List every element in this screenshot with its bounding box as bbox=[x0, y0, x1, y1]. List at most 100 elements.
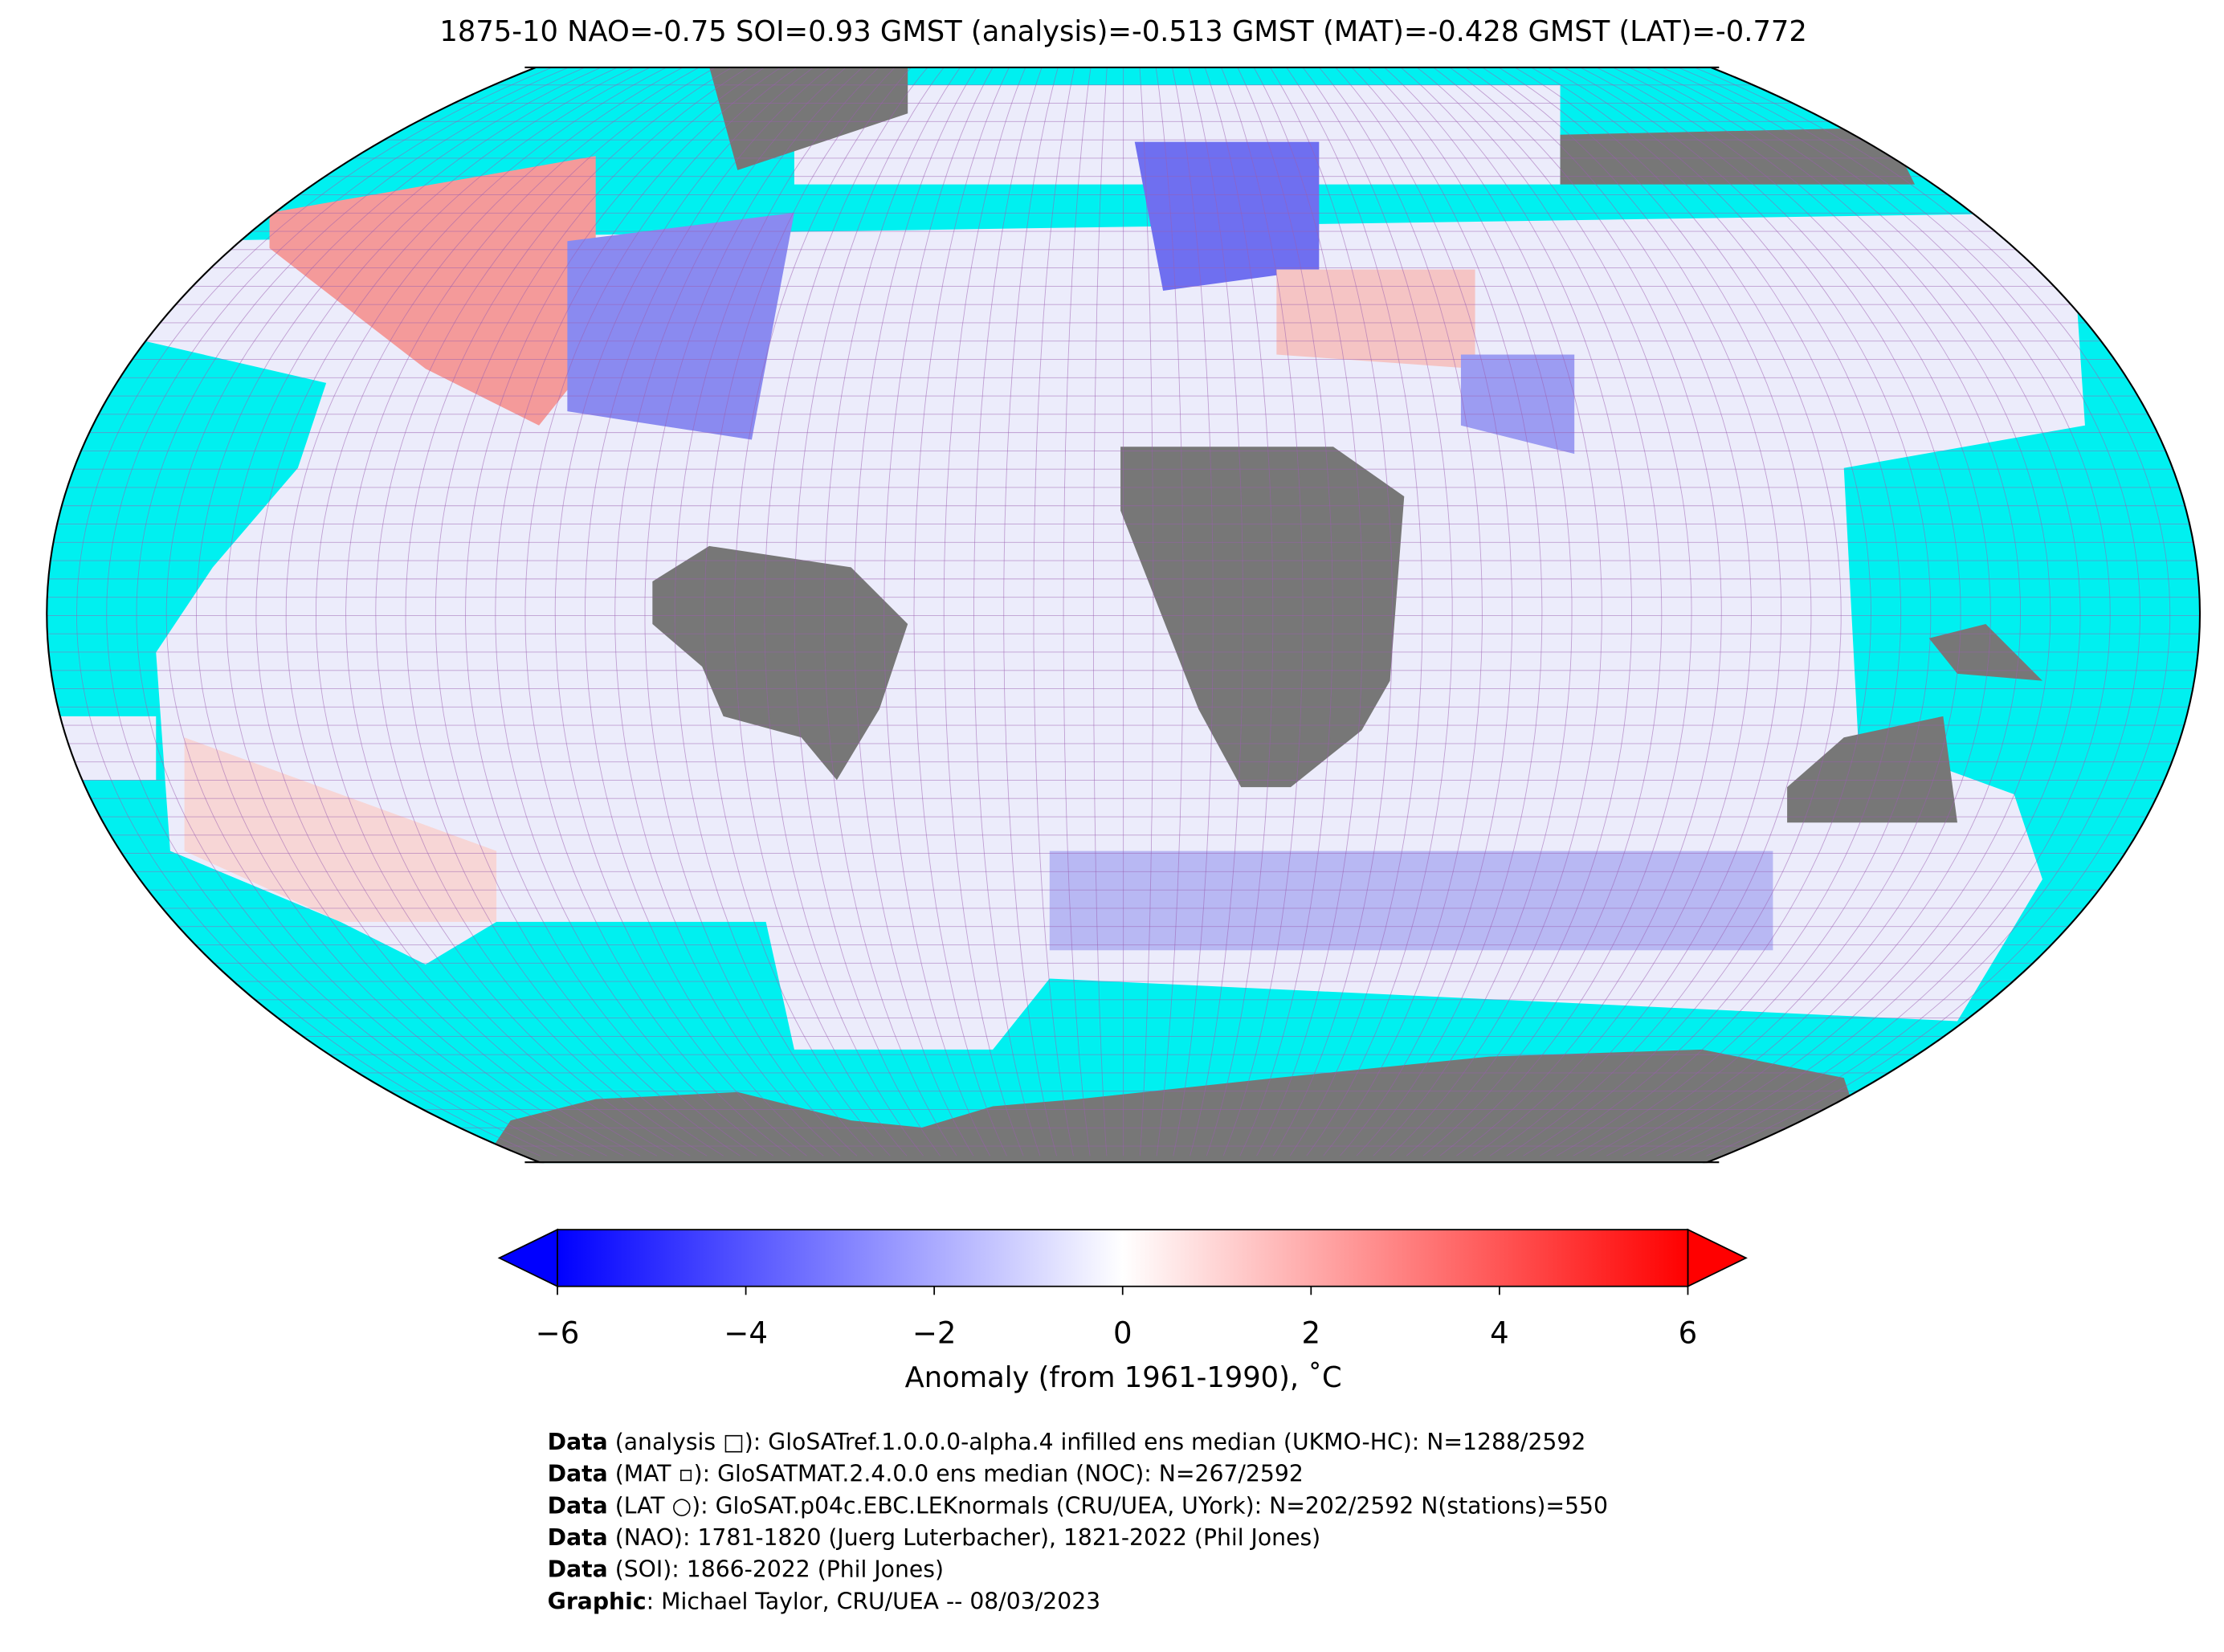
grid-line bbox=[854, 67, 977, 1156]
grid-line bbox=[883, 67, 994, 1156]
grid-line bbox=[1448, 67, 1722, 1156]
credit-text: (MAT ▫): GloSATMAT.2.4.0.0 ens median (N… bbox=[608, 1461, 1304, 1487]
credit-line: Graphic: Michael Taylor, CRU/UEA -- 08/0… bbox=[548, 1588, 1101, 1614]
grid-line bbox=[1350, 67, 1543, 1156]
grid-line bbox=[316, 67, 685, 1156]
grid-line bbox=[585, 67, 831, 1156]
warm-patch bbox=[269, 156, 596, 426]
grid-line bbox=[1692, 67, 2171, 1156]
grid-line bbox=[1627, 67, 2051, 1156]
cold-patch bbox=[1049, 850, 1773, 951]
credit-bold: Data bbox=[548, 1524, 608, 1551]
grid-line bbox=[285, 67, 668, 1156]
grid-line bbox=[1204, 67, 1274, 1156]
grid-line bbox=[943, 67, 1026, 1156]
cold-patch bbox=[1134, 141, 1320, 292]
colorbar: −6 −4 −2 0 2 4 6 bbox=[497, 1228, 1748, 1350]
grid-line bbox=[375, 67, 717, 1156]
grid-line bbox=[1253, 67, 1363, 1156]
grid-line bbox=[435, 67, 750, 1156]
colorbar-tick-label: 6 bbox=[1679, 1315, 1698, 1350]
colorbar-max-extend bbox=[1687, 1228, 1748, 1288]
grid-line bbox=[1285, 67, 1423, 1156]
credit-line: Data (NAO): 1781-1820 (Juerg Luterbacher… bbox=[548, 1524, 1321, 1551]
credit-text: (NAO): 1781-1820 (Juerg Luterbacher), 18… bbox=[608, 1524, 1320, 1551]
grid-line bbox=[674, 67, 880, 1156]
credit-text: : Michael Taylor, CRU/UEA -- 08/03/2023 bbox=[647, 1588, 1101, 1614]
grid-line bbox=[1675, 67, 2140, 1156]
credit-bold: Data bbox=[548, 1429, 608, 1455]
credit-bold: Data bbox=[548, 1492, 608, 1519]
grid-line bbox=[465, 67, 766, 1156]
grid-line bbox=[1003, 67, 1059, 1156]
grid-line bbox=[1578, 67, 1961, 1156]
grid-line bbox=[1415, 67, 1663, 1156]
grid-line bbox=[405, 67, 733, 1156]
grid-line bbox=[1301, 67, 1453, 1156]
grid-line bbox=[76, 67, 554, 1156]
grid-line bbox=[165, 67, 603, 1156]
grid-line bbox=[1092, 67, 1108, 1156]
grid-line bbox=[1220, 67, 1304, 1156]
grid-line bbox=[1139, 67, 1154, 1156]
credit-text: (analysis □): GloSATref.1.0.0.0-alpha.4 … bbox=[608, 1429, 1586, 1455]
grid-line bbox=[1033, 67, 1075, 1156]
cold-patch bbox=[1460, 354, 1575, 455]
title: 1875-10 NAO=-0.75 SOI=0.93 GMST (analysi… bbox=[439, 15, 1806, 48]
grid-line bbox=[1367, 67, 1573, 1156]
grid-line bbox=[1480, 67, 1782, 1156]
colorbar-gradient bbox=[557, 1229, 1689, 1287]
grid-line bbox=[1269, 67, 1394, 1156]
credit-line: Data (SOI): 1866-2022 (Phil Jones) bbox=[548, 1556, 944, 1583]
grid-line bbox=[1546, 67, 1902, 1156]
grid-line bbox=[644, 67, 863, 1156]
colorbar-tick-label: 4 bbox=[1490, 1315, 1509, 1350]
cold-patch bbox=[567, 212, 794, 440]
credit-bold: Data bbox=[548, 1556, 608, 1583]
colorbar-label: Anomaly (from 1961-1990), ˚C bbox=[905, 1361, 1342, 1394]
grid-line bbox=[1432, 67, 1692, 1156]
credit-text: (SOI): 1866-2022 (Phil Jones) bbox=[608, 1556, 944, 1583]
grid-line bbox=[1237, 67, 1333, 1156]
colorbar-tick-label: 2 bbox=[1302, 1315, 1321, 1350]
grid-line bbox=[973, 67, 1043, 1156]
grid-line bbox=[106, 67, 571, 1156]
credit-line: Data (LAT ○): GloSAT.p04c.EBC.LEKnormals… bbox=[548, 1492, 1608, 1519]
grid-line bbox=[1171, 67, 1214, 1156]
grid-line bbox=[255, 67, 652, 1156]
grid-line bbox=[1497, 67, 1812, 1156]
grid-line bbox=[794, 67, 945, 1156]
warm-patch bbox=[1276, 269, 1475, 369]
credit-bold: Data bbox=[548, 1461, 608, 1487]
grid-line bbox=[1334, 67, 1513, 1156]
colorbar-tick-label: −4 bbox=[724, 1315, 768, 1350]
credit-line: Data (MAT ▫): GloSATMAT.2.4.0.0 ens medi… bbox=[548, 1461, 1304, 1487]
grid-line bbox=[1383, 67, 1602, 1156]
grid-line bbox=[1643, 67, 2081, 1156]
grid-line bbox=[195, 67, 620, 1156]
grid-line bbox=[1318, 67, 1483, 1156]
grid-line bbox=[226, 67, 636, 1156]
colorbar-min-extend bbox=[497, 1228, 558, 1288]
map-outline bbox=[46, 67, 2201, 1164]
credit-line: Data (analysis □): GloSATref.1.0.0.0-alp… bbox=[548, 1429, 1586, 1455]
grid-line bbox=[764, 67, 928, 1156]
grid-line bbox=[1610, 67, 2022, 1156]
grid-line bbox=[614, 67, 847, 1156]
warm-patch bbox=[184, 737, 497, 922]
credit-text: (LAT ○): GloSAT.p04c.EBC.LEKnormals (CRU… bbox=[608, 1492, 1608, 1519]
grid bbox=[47, 67, 2200, 1156]
grid-line bbox=[345, 67, 701, 1156]
grid-line bbox=[136, 67, 587, 1156]
grid-line bbox=[1594, 67, 1991, 1156]
grid-line bbox=[554, 67, 815, 1156]
grid-line bbox=[1562, 67, 1932, 1156]
anomaly-field bbox=[56, 84, 2085, 1050]
grid-line bbox=[1063, 67, 1092, 1156]
colorbar-tick-label: −2 bbox=[912, 1315, 957, 1350]
grid-line bbox=[1155, 67, 1184, 1156]
grid-line bbox=[823, 67, 961, 1156]
grid-line bbox=[1464, 67, 1752, 1156]
grid-line bbox=[1513, 67, 1842, 1156]
